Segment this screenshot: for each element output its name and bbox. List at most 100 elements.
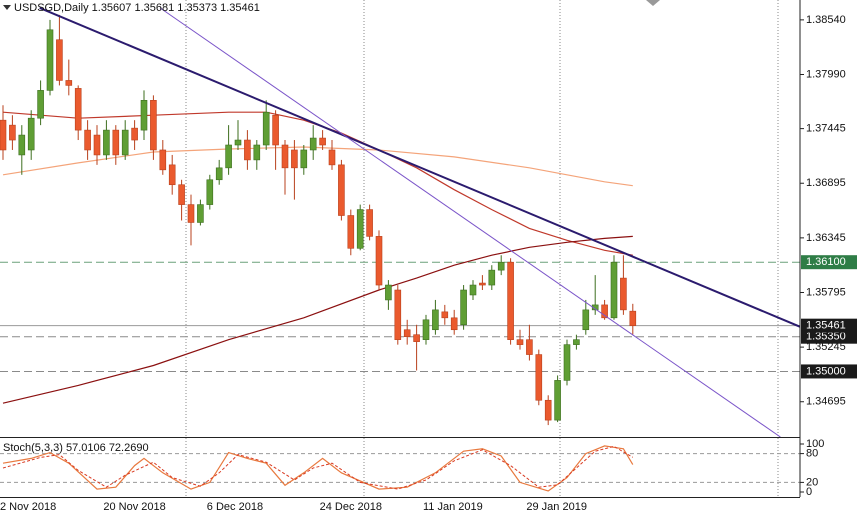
candle-body <box>206 179 214 205</box>
y-tick-label: 1.36345 <box>806 232 846 244</box>
candle-body <box>347 215 355 249</box>
candle-body <box>554 380 561 421</box>
candle-body <box>469 284 477 296</box>
plot: 1.38540 1.37990 1.37445 1.36895 1.36345 1.357… <box>0 6 857 513</box>
x-tick-label: 29 Jan 2019 <box>526 501 587 513</box>
candle-body <box>375 236 383 286</box>
chart-header: USDSGD,Daily 1.35607 1.35681 1.35373 1.3… <box>14 2 260 14</box>
x-tick-label: 24 Dec 2018 <box>320 501 382 513</box>
candle-body <box>488 269 496 286</box>
shift-marker <box>646 0 660 6</box>
candle-body <box>422 319 430 340</box>
candle-body <box>413 334 420 342</box>
indicator-title: Stoch(5,3,3) <box>3 442 63 454</box>
candle-body <box>620 277 627 311</box>
candle-body <box>225 144 232 169</box>
candle-body <box>535 354 543 401</box>
candle-body <box>610 261 618 319</box>
candle-body <box>74 88 82 131</box>
header-open: 1.35607 <box>92 2 132 14</box>
candle-body <box>56 39 63 81</box>
candle-body <box>65 80 73 86</box>
candle-body <box>309 137 317 151</box>
stoch-main <box>2 445 634 492</box>
trendline <box>39 6 800 328</box>
menu-arrow[interactable] <box>3 5 11 10</box>
symbol: USDSGD,Daily <box>14 2 89 14</box>
candle-body <box>140 100 148 131</box>
candle-body <box>159 149 167 171</box>
candle-body <box>441 311 449 319</box>
indicator-pane <box>0 445 800 492</box>
price-tag <box>801 318 857 333</box>
candle-body <box>450 317 458 331</box>
candle-body <box>601 304 608 319</box>
y-tick-label: 1.34695 <box>806 396 846 408</box>
indicator-tick-label: 0 <box>806 486 812 498</box>
candle-body <box>215 167 223 181</box>
candle-body <box>168 164 176 186</box>
header-high: 1.35681 <box>134 2 174 14</box>
candle-body <box>281 144 289 169</box>
price-tag <box>801 364 857 379</box>
candle-body <box>93 134 101 156</box>
y-tick-label: 1.36895 <box>806 177 846 189</box>
price-tag-label: 1.35000 <box>806 365 846 377</box>
candle-body <box>497 261 505 271</box>
candle-body <box>272 114 279 146</box>
candle-body <box>0 119 7 151</box>
indicator-tick-label: 20 <box>806 476 818 488</box>
candle-body <box>328 149 336 166</box>
candle-body <box>356 209 364 249</box>
candle-body <box>18 134 26 156</box>
y-tick-label: 1.35245 <box>806 341 846 353</box>
header-low: 1.35373 <box>177 2 217 14</box>
candle-body <box>244 139 251 161</box>
candle-body <box>112 129 120 156</box>
candle-body <box>544 399 552 421</box>
y-tick-label: 1.38540 <box>806 14 846 26</box>
x-tick-label: 11 Jan 2019 <box>423 501 483 513</box>
main-pane <box>0 6 800 437</box>
candle-body <box>563 344 571 381</box>
candle-body <box>338 164 345 216</box>
price-tag-label: 1.35461 <box>806 320 846 332</box>
candle-body <box>319 137 326 146</box>
candle-body <box>526 339 533 355</box>
candle-body <box>629 310 637 326</box>
candle-body <box>479 282 486 286</box>
y-tick-label: 1.37990 <box>806 68 846 80</box>
price-tag <box>801 329 857 344</box>
candle-body <box>507 261 514 340</box>
indicator-tick-label: 80 <box>806 448 818 460</box>
stoch-signal <box>2 445 634 490</box>
x-tick-label: 2 Nov 2018 <box>0 501 56 513</box>
candle-body <box>516 339 524 345</box>
indicator-header: Stoch(5,3,3) 57.0106 72.2690 <box>3 442 149 454</box>
candle-body <box>37 90 44 119</box>
main-value: 57.0106 <box>66 442 106 454</box>
candle-body <box>262 111 270 146</box>
candle-body <box>366 209 373 237</box>
candle-body <box>460 289 467 326</box>
candle-body <box>234 139 242 146</box>
candle-body <box>385 284 392 301</box>
candle-body <box>197 204 204 223</box>
candle-body <box>9 124 16 141</box>
candle-body <box>27 117 35 151</box>
price-tag-label: 1.35350 <box>806 331 846 343</box>
candle-body <box>131 127 138 141</box>
candle-body <box>253 144 261 161</box>
y-tick-label: 1.37445 <box>806 123 846 135</box>
indicator-tick-label: 100 <box>806 438 824 450</box>
candle-body <box>103 129 110 156</box>
candle-body <box>291 149 298 169</box>
candle-body <box>573 339 580 345</box>
candle-body <box>582 309 590 331</box>
candle-body <box>46 29 54 91</box>
y-tick-label: 1.35795 <box>806 286 846 298</box>
candle-body <box>300 149 308 169</box>
x-tick-label: 6 Dec 2018 <box>207 501 263 513</box>
candle-body <box>394 289 402 340</box>
